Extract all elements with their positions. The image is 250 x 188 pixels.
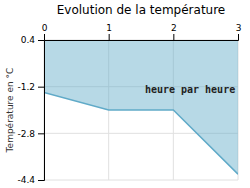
tick-mark: [173, 34, 174, 40]
tick: -4.4: [17, 175, 44, 185]
tick: 2: [171, 23, 177, 40]
y-axis: 0.4 -1.2 -2.8 -4.4: [17, 35, 44, 185]
tick: -2.8: [17, 129, 44, 139]
axis-line: [38, 41, 45, 181]
tick: 3: [236, 23, 242, 40]
tick: -1.2: [17, 82, 44, 92]
tick-mark: [38, 87, 44, 88]
tick: 0: [42, 23, 48, 40]
tick-mark: [109, 34, 110, 40]
tick-label: -2.8: [17, 129, 35, 139]
tick-mark: [38, 180, 44, 181]
tick-label: -4.4: [17, 175, 35, 185]
tick-mark: [38, 133, 44, 134]
tick-label: -1.2: [17, 82, 35, 92]
tick-mark: [44, 34, 45, 40]
data-layer: [44, 40, 238, 174]
title: Evolution de la température: [57, 3, 226, 17]
y-axis-label: Température en °C: [5, 68, 15, 154]
tick-label: 2: [171, 23, 177, 33]
axis-line: [45, 34, 239, 41]
tick-label: 1: [106, 23, 112, 33]
line: [44, 93, 238, 175]
plot: 0 1 2 3 0.4 -1.2 -2.8 -4.4 heure par heure: [17, 23, 241, 185]
tick-mark: [38, 40, 44, 41]
x-axis: 0 1 2 3: [42, 23, 242, 41]
tick-label: 0.4: [21, 35, 36, 45]
tick-mark: [238, 34, 239, 40]
chart: 0 1 2 3 0.4 -1.2 -2.8 -4.4 heure par heure Tempér…: [0, 0, 250, 188]
tick-label: 3: [236, 23, 242, 33]
grid-line: [44, 180, 238, 181]
grid: [44, 40, 238, 180]
tick-label: 0: [42, 23, 48, 33]
tick: 1: [106, 23, 112, 40]
annotation: heure par heure: [145, 84, 235, 95]
area: [44, 40, 238, 174]
tick: 0.4: [21, 35, 44, 45]
